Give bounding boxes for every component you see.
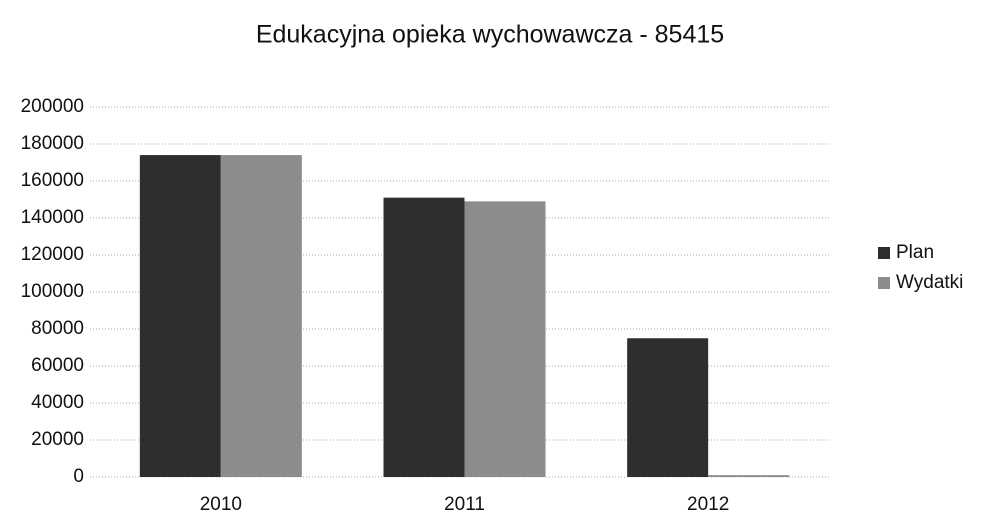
y-tick-label: 120000: [21, 244, 84, 265]
bar: [220, 155, 302, 477]
y-tick-label: 200000: [21, 96, 84, 117]
y-tick-label: 140000: [21, 207, 84, 228]
legend-label: Plan: [896, 242, 934, 263]
y-tick-label: 0: [73, 466, 84, 487]
bar: [708, 475, 790, 477]
y-tick-label: 100000: [21, 281, 84, 302]
bar: [627, 338, 709, 477]
x-tick-label: 2010: [200, 494, 242, 515]
y-tick-label: 40000: [31, 392, 84, 413]
legend-swatch: [878, 247, 890, 259]
bar: [464, 201, 546, 477]
chart-title: Edukacyjna opieka wychowawcza - 85415: [256, 21, 724, 49]
y-tick-label: 20000: [31, 429, 84, 450]
x-tick-label: 2012: [687, 494, 729, 515]
y-tick-label: 80000: [31, 318, 84, 339]
legend-label: Wydatki: [896, 272, 963, 293]
y-tick-label: 160000: [21, 170, 84, 191]
legend-swatch: [878, 277, 890, 289]
bar: [139, 155, 221, 477]
x-tick-label: 2011: [444, 494, 485, 515]
bar: [383, 197, 465, 477]
y-tick-label: 180000: [21, 133, 84, 154]
y-tick-label: 60000: [31, 355, 84, 376]
